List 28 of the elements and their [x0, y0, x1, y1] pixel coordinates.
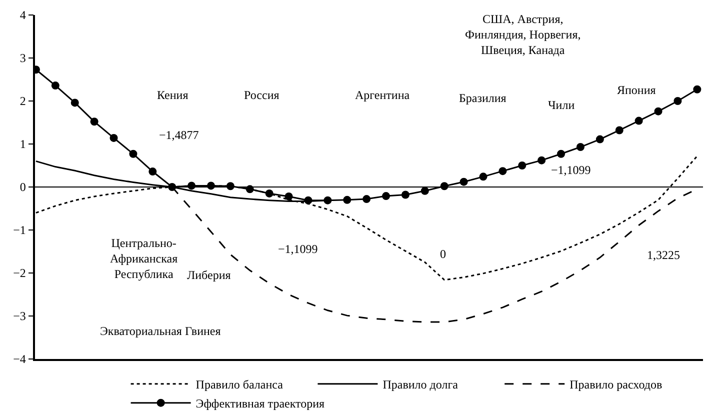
y-tick-label: 2	[20, 94, 26, 108]
annotation: 1,3225	[647, 248, 680, 262]
y-tick-label: 4	[20, 8, 26, 22]
legend-label: Правило долга	[382, 378, 459, 392]
annotation: −1,1099	[278, 242, 318, 256]
annotation: США, Австрия, Финляндия, Норвегия, Швеция, Канада	[465, 12, 581, 58]
annotation: Кения	[157, 88, 189, 102]
annotation: Япония	[617, 83, 656, 97]
legend-label: Правило расходов	[570, 378, 662, 392]
y-tick-label: 1	[20, 137, 26, 152]
y-tick-label: −4	[13, 352, 26, 366]
annotation: Бразилия	[459, 91, 507, 105]
annotation: Либерия	[187, 268, 232, 282]
legend-label: Правило баланса	[196, 378, 284, 392]
annotation: Россия	[244, 88, 280, 102]
annotation: Центрально- Африканская Республика	[110, 236, 178, 282]
annotation: 0	[440, 247, 446, 261]
annotation: Аргентина	[355, 88, 410, 102]
legend-label: Эффективная траектория	[196, 396, 326, 410]
y-tick-label: 3	[20, 51, 26, 66]
y-tick-label: −3	[13, 309, 26, 324]
annotation: −1,1099	[551, 163, 591, 177]
annotation: −1,4877	[159, 128, 199, 142]
y-tick-label: 0	[20, 180, 26, 194]
annotation: Экваториальная Гвинея	[100, 324, 222, 338]
y-tick-label: −1	[13, 223, 26, 238]
annotation: Чили	[548, 98, 576, 112]
y-tick-label: −2	[13, 266, 26, 280]
